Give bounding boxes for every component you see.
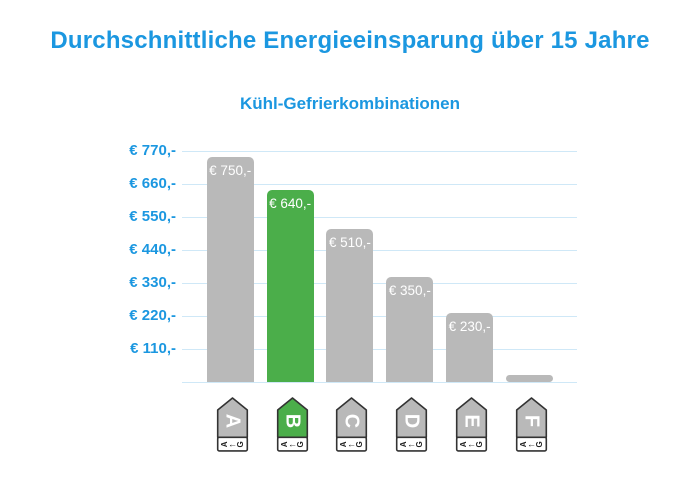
svg-text:D: D [401,414,423,428]
svg-text:G: G [236,441,245,447]
gridline-220 [182,316,577,317]
y-axis-tick-label-440: € 440,- [129,241,176,258]
bar-class-F [505,374,553,382]
svg-text:←: ← [467,439,476,449]
svg-text:←: ← [288,439,297,449]
svg-text:←: ← [347,439,356,449]
svg-text:F: F [521,415,543,427]
energy-label-icon-D: D A ← G [395,396,428,453]
gridline-330 [182,283,577,284]
svg-text:G: G [415,441,424,447]
svg-text:G: G [296,441,305,447]
chart-subtitle: Kühl-Gefrierkombinationen [239,94,461,113]
y-axis-tick-label-550: € 550,- [129,208,176,225]
energy-label-icon-E: E A ← G [455,396,488,453]
bar-value-label-E: € 230,- [448,319,491,334]
svg-text:G: G [475,441,484,447]
gridline-550 [182,217,577,218]
svg-text:A: A [519,441,528,447]
chart-title: Durchschnittliche Energieeinsparung über… [50,27,650,54]
gridline-110 [182,349,577,350]
svg-text:A: A [280,441,289,447]
svg-text:←: ← [527,439,536,449]
svg-text:B: B [281,414,303,428]
svg-text:G: G [535,441,544,447]
y-axis-tick-label-660: € 660,- [129,175,176,192]
energy-label-icon-A: A A ← G [216,396,249,453]
svg-text:G: G [355,441,364,447]
svg-text:A: A [339,441,348,447]
svg-text:E: E [461,414,483,427]
energy-label-icon-B: B A ← G [276,396,309,453]
y-axis-tick-label-220: € 220,- [129,307,176,324]
y-axis-tick-label-330: € 330,- [129,274,176,291]
bar-value-label-C: € 510,- [328,235,371,250]
svg-text:C: C [341,414,363,428]
svg-text:A: A [399,441,408,447]
svg-text:←: ← [407,439,416,449]
svg-text:A: A [221,414,243,428]
bar-class-E: € 230,- [446,313,494,382]
gridline-660 [182,184,577,185]
svg-text:A: A [220,441,229,447]
bar-value-label-D: € 350,- [388,283,431,298]
bar-class-D: € 350,- [386,277,434,382]
y-axis-tick-label-110: € 110,- [130,340,176,357]
bar-class-B: € 640,- [266,190,314,382]
bar-value-label-B: € 640,- [269,196,312,211]
gridline-0 [182,382,577,383]
bar-class-A: € 750,- [206,157,254,382]
svg-text:A: A [459,441,468,447]
energy-label-icon-F: F A ← G [515,396,548,453]
svg-text:←: ← [228,439,237,449]
bar-value-label-A: € 750,- [209,163,252,178]
gridline-440 [182,250,577,251]
y-axis-tick-label-770: € 770,- [129,142,176,159]
energy-label-icon-C: C A ← G [335,396,368,453]
gridline-770 [182,151,577,152]
bar-class-C: € 510,- [326,229,374,382]
